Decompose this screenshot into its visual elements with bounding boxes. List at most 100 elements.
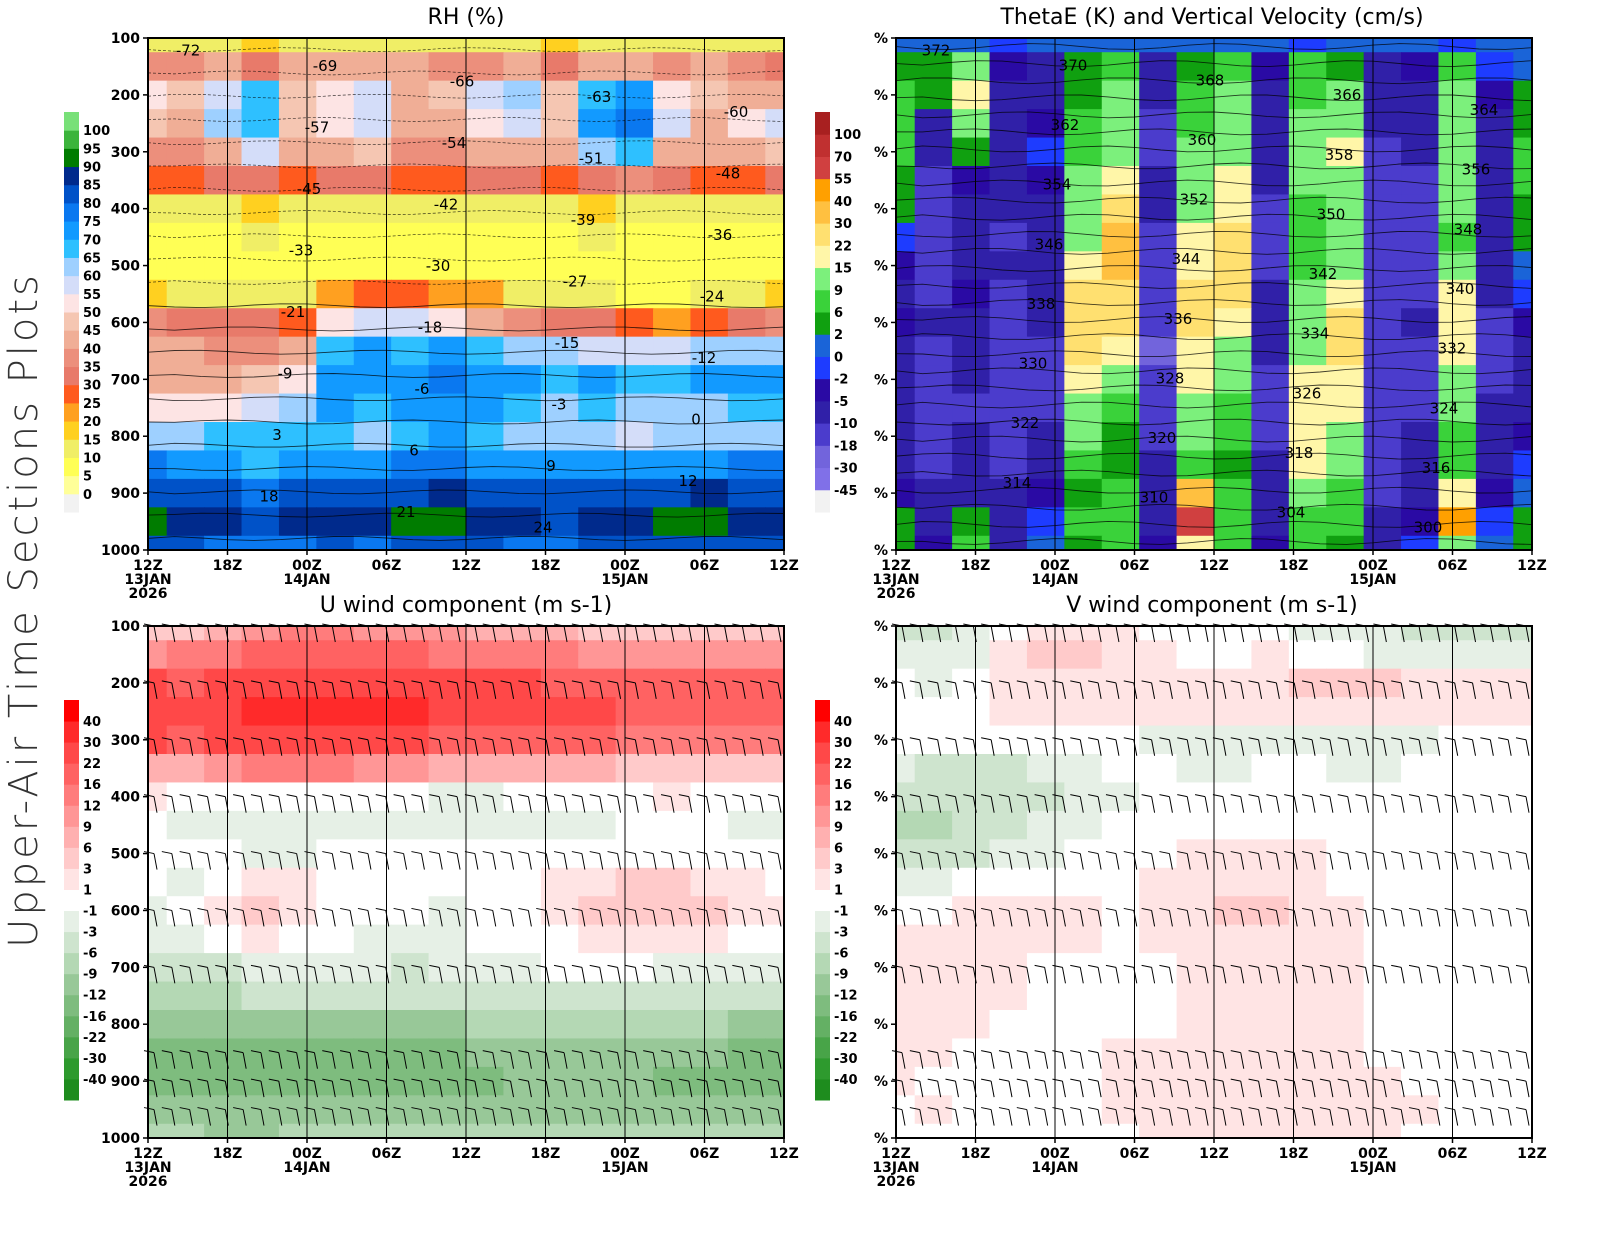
wind-barb-flag — [393, 1050, 404, 1054]
heatmap-cell — [765, 697, 785, 727]
heatmap-cell — [727, 109, 766, 139]
heatmap-cell — [578, 640, 617, 670]
wind-barb-flag — [1480, 907, 1491, 911]
wind-barb-flag — [589, 1050, 600, 1054]
heatmap-cell — [148, 1095, 168, 1125]
colorbar-swatch — [815, 700, 830, 722]
contour-label: -27 — [563, 272, 588, 290]
heatmap-cell — [316, 1038, 355, 1068]
wind-barb-flag — [393, 1078, 404, 1082]
wind-barb-flag — [1230, 1107, 1241, 1111]
heatmap-cell — [241, 924, 280, 954]
heatmap-cell — [727, 393, 766, 423]
heatmap-cell — [1475, 80, 1514, 110]
x-tick-label: 18Z — [1279, 558, 1309, 574]
wind-barb — [670, 1109, 675, 1126]
wind-barb — [1472, 1109, 1477, 1126]
heatmap-cell — [391, 867, 430, 897]
heatmap-cell — [1288, 308, 1327, 338]
contour-label: 340 — [1446, 280, 1475, 298]
heatmap-cell — [653, 1066, 691, 1096]
wind-barb — [510, 910, 515, 927]
colorbar-label: 12 — [834, 799, 852, 814]
heatmap-cell — [1214, 137, 1252, 167]
heatmap-cell — [428, 1066, 467, 1096]
wind-barb — [1489, 739, 1494, 756]
wind-barb-flag — [1426, 1107, 1437, 1111]
heatmap-cell — [241, 507, 280, 537]
wind-barb-flag — [714, 680, 725, 684]
heatmap-cell — [1139, 393, 1178, 423]
wind-barb — [1293, 910, 1298, 927]
wind-barb — [777, 1052, 782, 1069]
heatmap-cell — [1251, 393, 1290, 423]
heatmap-cell — [989, 697, 1028, 727]
heatmap-cell — [914, 1038, 953, 1068]
wind-barb-flag — [1070, 680, 1081, 684]
wind-barb-flag — [1034, 851, 1045, 855]
wind-barb — [759, 796, 764, 813]
heatmap-cell — [353, 924, 392, 954]
wind-barb-flag — [1462, 851, 1473, 855]
heatmap-cell — [316, 52, 355, 82]
heatmap-cell — [1288, 336, 1327, 366]
colorbar-label: 60 — [83, 270, 101, 285]
heatmap-cell — [278, 810, 317, 840]
heatmap-cell — [690, 109, 729, 139]
wind-barb — [1258, 796, 1263, 813]
x-tick-label: 12Z — [1517, 558, 1547, 574]
wind-barb — [990, 1109, 995, 1126]
wind-barb — [759, 625, 764, 643]
heatmap-cell — [952, 393, 991, 423]
heatmap-cell — [1214, 754, 1252, 783]
wind-barb-flag — [322, 1050, 333, 1054]
heatmap-cell — [1214, 867, 1252, 897]
wind-barb-flag — [553, 737, 565, 741]
wind-barb — [670, 1081, 675, 1098]
wind-barb — [153, 1109, 158, 1126]
wind-barb-flag — [375, 1050, 386, 1054]
colorbar-label: -9 — [83, 968, 97, 983]
heatmap-cell — [1326, 251, 1365, 281]
wind-barb — [260, 739, 265, 756]
wind-barb — [1507, 1109, 1512, 1126]
heatmap-cell — [615, 924, 654, 954]
wind-barb — [688, 910, 693, 927]
heatmap-cell — [1176, 38, 1215, 53]
wind-barb — [1472, 967, 1477, 984]
wind-barb — [403, 853, 408, 870]
wind-barb-flag — [393, 907, 404, 911]
y-tick-label: % — [874, 960, 888, 976]
wind-barb-flag — [1123, 907, 1134, 911]
wind-barb — [1079, 967, 1084, 984]
colorbar-swatch — [64, 457, 79, 477]
heatmap-cell — [428, 137, 467, 167]
wind-barb-flag — [1194, 794, 1206, 798]
heatmap-cell — [765, 251, 785, 281]
heatmap-cell — [1214, 1010, 1252, 1039]
wind-barb-flag — [1515, 1078, 1527, 1082]
contour-label: 364 — [1470, 101, 1499, 119]
wind-barb-flag — [1194, 1050, 1206, 1054]
wind-barb-flag — [678, 851, 689, 855]
heatmap-cell — [653, 810, 691, 840]
wind-barb — [937, 1081, 942, 1098]
colorbar-label: -45 — [834, 484, 858, 499]
time-gridlines — [975, 626, 1453, 1138]
wind-barb-flag — [1177, 964, 1188, 968]
heatmap-cell — [615, 52, 654, 82]
wind-barb — [581, 910, 586, 927]
contour-label: -45 — [297, 180, 322, 198]
wind-barb — [741, 967, 746, 984]
heatmap-cell — [1438, 867, 1477, 897]
wind-barb-flag — [1177, 851, 1188, 855]
wind-barb — [901, 1081, 906, 1098]
wind-barb-flag — [1462, 737, 1473, 741]
heatmap-cell — [1064, 981, 1103, 1011]
wind-barb-flag — [1212, 1107, 1224, 1111]
heatmap-cell — [391, 222, 430, 252]
heatmap-cell — [428, 80, 467, 110]
x-tick-label: 18Z — [531, 1146, 561, 1162]
heatmap-cell — [952, 626, 991, 641]
colorbar-label: 6 — [834, 841, 843, 856]
